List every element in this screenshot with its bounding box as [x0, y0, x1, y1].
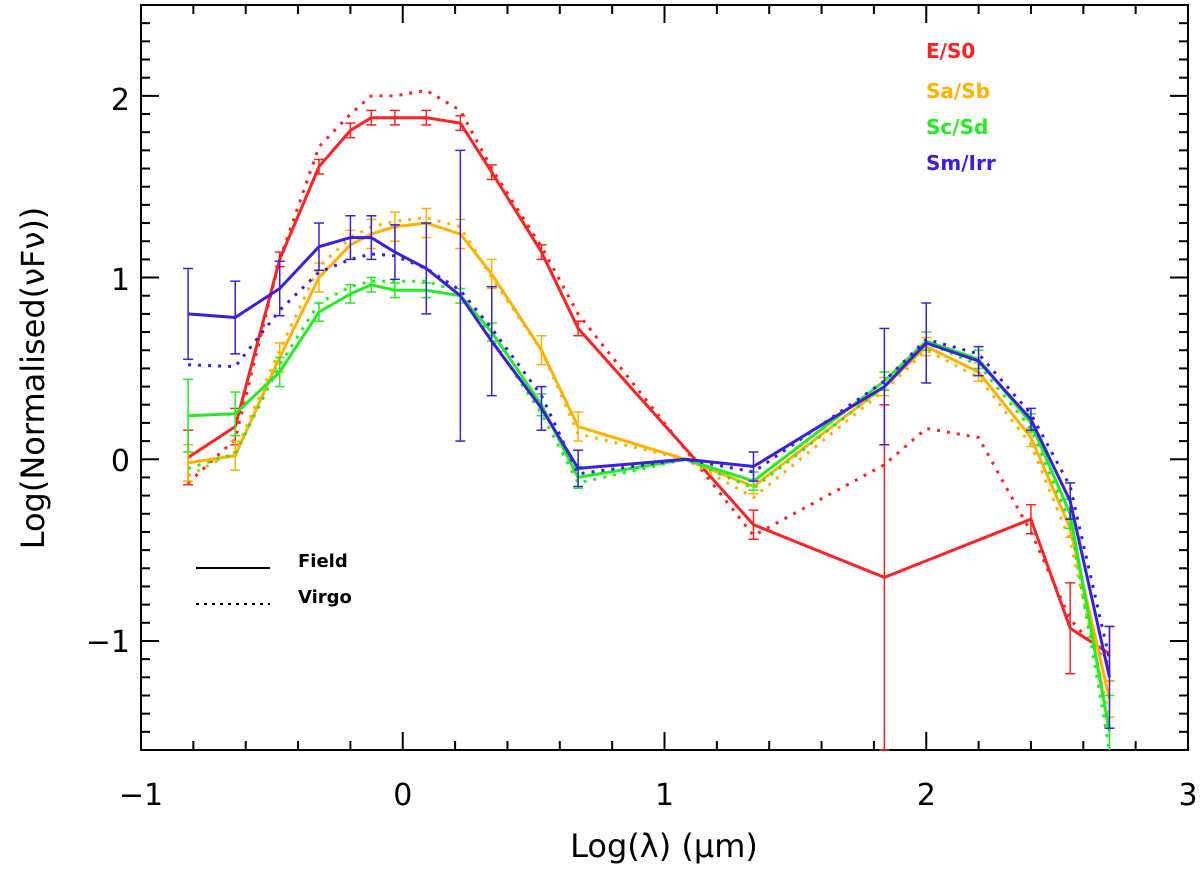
y-tick-label: 2 [111, 83, 130, 118]
x-tick-label: 0 [393, 778, 412, 813]
x-tick-label: 2 [917, 778, 936, 813]
series-line-sm-irr-field [187, 236, 1111, 678]
series-line-sa-sb-virgo [187, 216, 1111, 718]
y-axis-label: Log(Normalised(νFν)) [14, 207, 52, 550]
legend-entry-smirr: Sm/Irr [926, 151, 996, 175]
y-tick-label: 0 [111, 444, 130, 479]
series-line-sa-sb-field [187, 221, 1111, 700]
series-line-sc-sd-field [188, 283, 1111, 733]
plot-frame [140, 4, 1189, 751]
x-tick-label: 3 [1178, 778, 1197, 813]
legend-entry-scsd: Sc/Sd [926, 115, 988, 139]
series-line-e-s0-virgo [187, 88, 1111, 666]
series-line-e-s0-field [187, 116, 1111, 655]
legend-field-label: Field [298, 551, 348, 572]
y-tick-label: 1 [111, 263, 130, 298]
legend-virgo-label: Virgo [298, 587, 352, 608]
series-layer [183, 88, 1115, 751]
x-axis-label: Log(λ) (μm) [570, 827, 758, 865]
x-tick-label: 1 [655, 778, 674, 813]
series-line-sc-sd-virgo [187, 279, 1111, 751]
y-tick-label: −1 [86, 625, 130, 660]
x-tick-label: −1 [119, 778, 163, 813]
legend-entry-sasb: Sa/Sb [926, 79, 990, 103]
legend-entry-es0: E/S0 [926, 39, 975, 63]
axis-ticks [140, 4, 1189, 751]
